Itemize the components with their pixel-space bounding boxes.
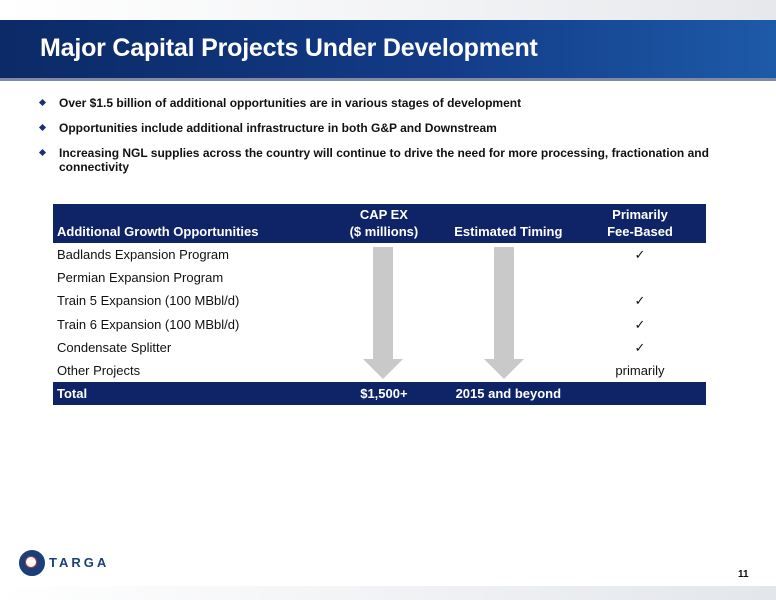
bullet-item: Opportunities include additional infrast… [38, 121, 738, 135]
targa-logo-mark-icon [19, 550, 45, 576]
checkmark-icon: ✓ [634, 247, 646, 263]
bullet-text: Opportunities include additional infrast… [59, 121, 497, 135]
row-name: Train 5 Expansion (100 MBbl/d) [57, 293, 240, 309]
page-number: 11 [738, 569, 749, 580]
header-timing: Estimated Timing [442, 204, 574, 243]
header-capex-line1: CAP EX [359, 207, 408, 222]
title-rule [0, 78, 776, 81]
table-row: Condensate Splitter ✓ [53, 336, 706, 359]
slide-title: Major Capital Projects Under Development [40, 34, 538, 62]
targa-wordmark: TARGA [49, 555, 110, 570]
header-opportunity: Additional Growth Opportunities [53, 204, 326, 243]
table-row: Train 5 Expansion (100 MBbl/d) ✓ [53, 289, 706, 312]
bullet-item: Over $1.5 billion of additional opportun… [38, 96, 738, 110]
bottom-decoration-strip [0, 586, 776, 600]
bullet-text: Over $1.5 billion of additional opportun… [59, 96, 522, 110]
bullet-item: Increasing NGL supplies across the count… [38, 146, 738, 174]
row-name: Badlands Expansion Program [57, 247, 229, 263]
table-row: Permian Expansion Program [53, 266, 706, 289]
row-name: Condensate Splitter [57, 339, 172, 355]
bullet-list: Over $1.5 billion of additional opportun… [38, 96, 738, 185]
header-capex: CAP EX ($ millions) [325, 204, 443, 243]
header-fee-based: Primarily Fee-Based [573, 204, 706, 243]
header-fee-line2: Fee-Based [607, 224, 673, 239]
diamond-bullet-icon [38, 123, 47, 132]
bullet-text: Increasing NGL supplies across the count… [59, 146, 709, 174]
header-capex-line2: ($ millions) [349, 224, 419, 239]
table-row: Other Projects primarily [53, 359, 706, 382]
targa-logo: TARGA [19, 550, 124, 576]
diamond-bullet-icon [38, 98, 47, 107]
table-row: Badlands Expansion Program ✓ [53, 243, 706, 266]
row-name: Train 6 Expansion (100 MBbl/d) [57, 316, 240, 332]
checkmark-icon: ✓ [634, 293, 646, 309]
total-timing: 2015 and beyond [442, 382, 574, 406]
diamond-bullet-icon [38, 148, 47, 157]
checkmark-icon: ✓ [634, 316, 646, 332]
row-fee-based [574, 266, 706, 289]
table-header-row: Additional Growth Opportunities CAP EX (… [53, 204, 706, 243]
total-row: Total $1,500+ 2015 and beyond [53, 382, 706, 406]
title-bar: Major Capital Projects Under Development [0, 20, 776, 78]
top-decoration-strip [0, 0, 776, 20]
total-label: Total [53, 382, 326, 406]
checkmark-icon: ✓ [634, 339, 646, 355]
row-name: Other Projects [57, 363, 141, 379]
row-fee-based: primarily [615, 363, 665, 379]
header-fee-line1: Primarily [612, 207, 668, 222]
total-capex: $1,500+ [325, 382, 443, 406]
growth-opportunities-table: Additional Growth Opportunities CAP EX (… [53, 204, 706, 406]
row-name: Permian Expansion Program [57, 270, 224, 286]
table-row: Train 6 Expansion (100 MBbl/d) ✓ [53, 313, 706, 336]
